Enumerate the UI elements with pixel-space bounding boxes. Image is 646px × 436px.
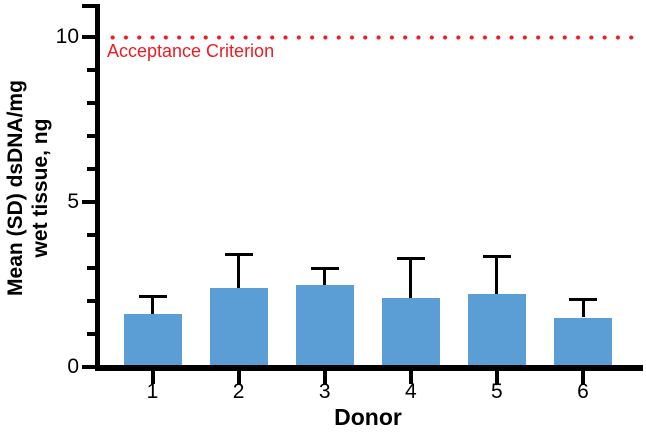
bar-donor-6 bbox=[554, 317, 612, 365]
y-tick-label-0: 0 bbox=[67, 355, 79, 378]
error-bar-cap-donor-6 bbox=[569, 297, 597, 301]
x-axis-line bbox=[95, 365, 643, 371]
x-tick-donor-4 bbox=[408, 371, 413, 384]
y-axis-top-cap-tick bbox=[82, 4, 95, 8]
error-bar-cap-donor-2 bbox=[224, 253, 253, 257]
x-tick-label-donor-1: 1 bbox=[146, 380, 159, 403]
x-tick-donor-1 bbox=[150, 371, 155, 384]
x-tick-label-donor-5: 5 bbox=[491, 380, 503, 403]
x-tick-label-donor-2: 2 bbox=[232, 380, 245, 403]
error-bar-line-donor-6 bbox=[581, 299, 585, 318]
y-minor-tick-9 bbox=[87, 68, 95, 72]
x-tick-label-donor-6: 6 bbox=[577, 380, 589, 403]
y-axis-title-line1: Mean (SD) dsDNA/mg bbox=[4, 80, 27, 296]
error-bar-cap-donor-1 bbox=[138, 294, 167, 298]
y-axis-title: Mean (SD) dsDNA/mg wet tissue, ng bbox=[3, 0, 59, 378]
x-tick-label-donor-4: 4 bbox=[404, 380, 417, 403]
x-tick-donor-3 bbox=[322, 371, 327, 384]
y-axis-title-line2: wet tissue, ng bbox=[29, 118, 52, 258]
y-minor-tick-2 bbox=[87, 299, 95, 303]
bar-donor-2 bbox=[209, 287, 268, 365]
y-minor-tick-6 bbox=[87, 167, 95, 171]
bar-donor-5 bbox=[467, 294, 526, 365]
acceptance-criterion-label: Acceptance Criterion bbox=[107, 41, 275, 61]
y-minor-tick-4 bbox=[87, 233, 95, 237]
bar-donor-3 bbox=[295, 284, 354, 365]
y-minor-tick-1 bbox=[87, 332, 95, 336]
y-minor-tick-7 bbox=[87, 134, 95, 138]
y-minor-tick-3 bbox=[87, 266, 95, 270]
y-tick-label-10: 10 bbox=[55, 25, 79, 48]
error-bar-line-donor-2 bbox=[237, 254, 241, 288]
error-bar-cap-donor-3 bbox=[310, 266, 339, 270]
y-major-tick-10 bbox=[82, 35, 95, 39]
x-tick-donor-5 bbox=[494, 371, 499, 384]
x-tick-donor-2 bbox=[236, 371, 241, 384]
bar-donor-1 bbox=[123, 314, 182, 365]
error-bar-cap-donor-5 bbox=[482, 254, 511, 258]
y-axis-line bbox=[95, 4, 100, 371]
y-major-tick-0 bbox=[82, 365, 95, 369]
error-bar-line-donor-5 bbox=[495, 256, 499, 295]
error-bar-line-donor-3 bbox=[323, 268, 327, 285]
acceptance-criterion-line bbox=[106, 34, 637, 40]
y-major-tick-5 bbox=[82, 200, 95, 204]
error-bar-line-donor-4 bbox=[409, 258, 413, 298]
error-bar-cap-donor-4 bbox=[396, 256, 425, 260]
error-bar-line-donor-1 bbox=[151, 296, 154, 315]
bar-donor-4 bbox=[381, 297, 440, 365]
y-tick-label-5: 5 bbox=[67, 190, 79, 213]
x-tick-donor-6 bbox=[581, 371, 585, 384]
x-axis-title: Donor bbox=[334, 404, 402, 430]
y-minor-tick-8 bbox=[87, 101, 95, 105]
x-tick-label-donor-3: 3 bbox=[318, 380, 331, 403]
